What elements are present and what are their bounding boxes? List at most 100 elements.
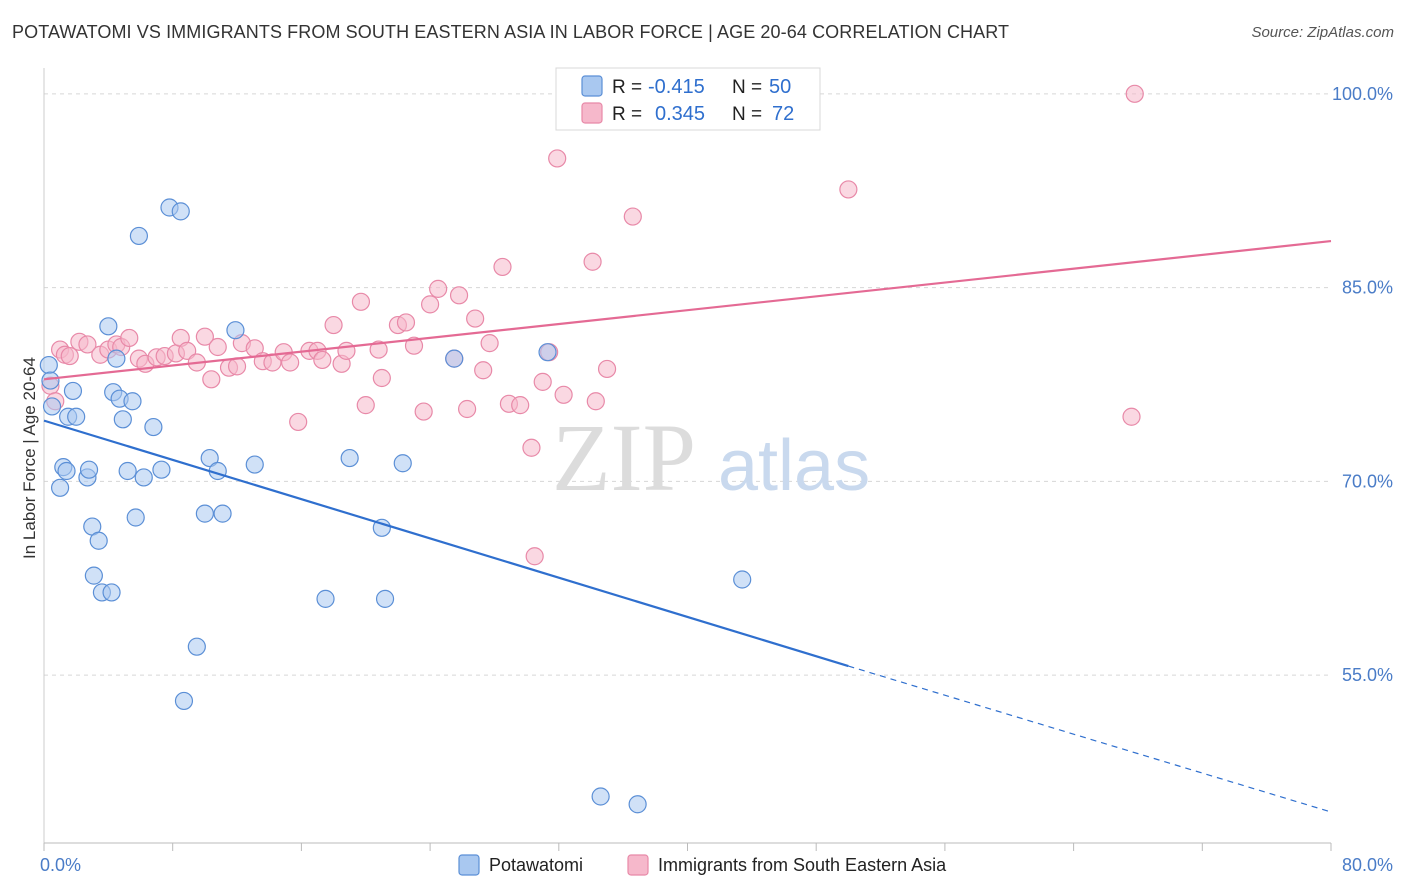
point-potawatomi-5 [57, 461, 76, 481]
point-potawatomi-36 [226, 321, 245, 340]
x-tick-label-0: 0.0% [40, 855, 81, 875]
point-potawatomi-7 [63, 381, 83, 401]
point-potawatomi-46 [628, 795, 647, 814]
point-potawatomi-32 [195, 504, 214, 523]
point-immigrants-49 [449, 286, 469, 305]
point-immigrants-35 [324, 315, 343, 335]
y-tick-label-1: 85.0% [1342, 278, 1393, 298]
point-immigrants-53 [480, 334, 499, 353]
point-immigrants-31 [289, 412, 308, 432]
point-potawatomi-33 [200, 448, 219, 468]
point-potawatomi-3 [50, 478, 70, 497]
point-potawatomi-45 [591, 787, 610, 806]
point-immigrants-11 [120, 328, 139, 348]
point-immigrants-30 [281, 353, 300, 372]
bottom-legend-label-potawatomi: Potawatomi [489, 855, 583, 875]
point-immigrants-37 [337, 341, 356, 360]
point-potawatomi-15 [99, 317, 118, 336]
legend-n-label-1: N = [732, 77, 762, 98]
tick-labels: 100.0% 85.0% 70.0% 55.0% 0.0% 80.0% [40, 84, 1393, 875]
axes [43, 68, 1332, 851]
point-immigrants-44 [404, 336, 424, 355]
point-potawatomi-26 [144, 417, 163, 437]
legend-n-value-1: 50 [769, 76, 791, 98]
point-potawatomi-30 [174, 691, 194, 711]
watermark-atlas: atlas [718, 426, 870, 506]
point-immigrants-24 [227, 357, 247, 376]
point-immigrants-57 [522, 438, 541, 457]
bottom-legend: Potawatomi Immigrants from South Eastern… [458, 854, 947, 876]
point-immigrants-21 [202, 370, 221, 389]
legend-r-value-2: 0.345 [655, 103, 705, 125]
chart-title: POTAWATOMI VS IMMIGRANTS FROM SOUTH EAST… [12, 22, 1010, 42]
point-potawatomi-24 [129, 226, 149, 246]
point-immigrants-38 [351, 292, 371, 311]
point-immigrants-70 [1122, 407, 1141, 426]
point-immigrants-47 [429, 279, 448, 298]
point-potawatomi-37 [245, 455, 264, 474]
point-immigrants-52 [474, 361, 493, 380]
y-tick-label-2: 70.0% [1342, 471, 1393, 491]
point-potawatomi-42 [393, 454, 412, 473]
point-potawatomi-29 [171, 202, 190, 221]
point-potawatomi-12 [84, 566, 103, 585]
trend-line-potawatomi-extension [848, 665, 1332, 813]
point-immigrants-18 [178, 341, 197, 360]
point-potawatomi-39 [340, 448, 359, 468]
legend-swatch-pink [581, 102, 603, 124]
point-potawatomi-38 [316, 589, 335, 608]
trend-lines [43, 239, 1332, 813]
legend-n-label-2: N = [732, 104, 762, 125]
bottom-legend-label-immigrants: Immigrants from South Eastern Asia [658, 855, 947, 875]
point-potawatomi-16 [102, 583, 121, 602]
point-immigrants-22 [208, 337, 227, 357]
point-potawatomi-0 [39, 355, 58, 375]
point-immigrants-69 [1125, 84, 1144, 103]
point-immigrants-61 [548, 149, 567, 168]
trend-line-immigrants [43, 239, 1332, 381]
point-immigrants-20 [195, 327, 214, 346]
legend-r-value-1: -0.415 [648, 76, 705, 98]
point-immigrants-62 [554, 385, 573, 404]
watermark-zip: ZIP [552, 404, 696, 511]
point-potawatomi-13 [89, 531, 108, 550]
point-immigrants-4 [60, 346, 79, 366]
point-potawatomi-44 [538, 343, 557, 362]
point-potawatomi-40 [372, 518, 391, 537]
point-potawatomi-18 [107, 349, 126, 368]
point-potawatomi-8 [67, 407, 86, 426]
point-potawatomi-31 [187, 637, 206, 656]
point-potawatomi-23 [126, 508, 145, 527]
point-immigrants-45 [414, 402, 433, 421]
point-potawatomi-43 [445, 349, 464, 368]
x-tick-label-1: 80.0% [1342, 855, 1393, 875]
bottom-legend-swatch-pink [627, 854, 649, 876]
point-potawatomi-10 [79, 460, 99, 479]
legend-n-value-2: 72 [772, 103, 794, 125]
point-potawatomi-27 [152, 460, 171, 479]
point-immigrants-56 [511, 396, 530, 415]
point-immigrants-58 [525, 547, 544, 566]
point-immigrants-63 [583, 252, 602, 271]
point-immigrants-39 [356, 396, 375, 415]
point-immigrants-46 [421, 295, 440, 314]
point-immigrants-66 [623, 207, 642, 226]
y-axis-title: In Labor Force | Age 20-64 [20, 357, 39, 559]
point-immigrants-40 [369, 340, 388, 359]
point-potawatomi-35 [213, 504, 232, 523]
point-immigrants-54 [493, 257, 512, 277]
point-immigrants-68 [839, 180, 858, 199]
bottom-legend-swatch-blue [458, 854, 480, 876]
point-immigrants-43 [396, 313, 416, 332]
point-immigrants-6 [78, 335, 97, 354]
point-immigrants-50 [458, 399, 477, 419]
top-legend: R = -0.415 N = 50 R = 0.345 N = 72 [555, 67, 821, 131]
point-potawatomi-21 [118, 461, 137, 481]
point-immigrants-59 [533, 372, 552, 391]
point-immigrants-64 [586, 392, 605, 411]
legend-swatch-blue [581, 75, 603, 97]
point-potawatomi-25 [134, 468, 153, 487]
point-potawatomi-41 [375, 589, 395, 608]
point-immigrants-41 [372, 368, 391, 388]
